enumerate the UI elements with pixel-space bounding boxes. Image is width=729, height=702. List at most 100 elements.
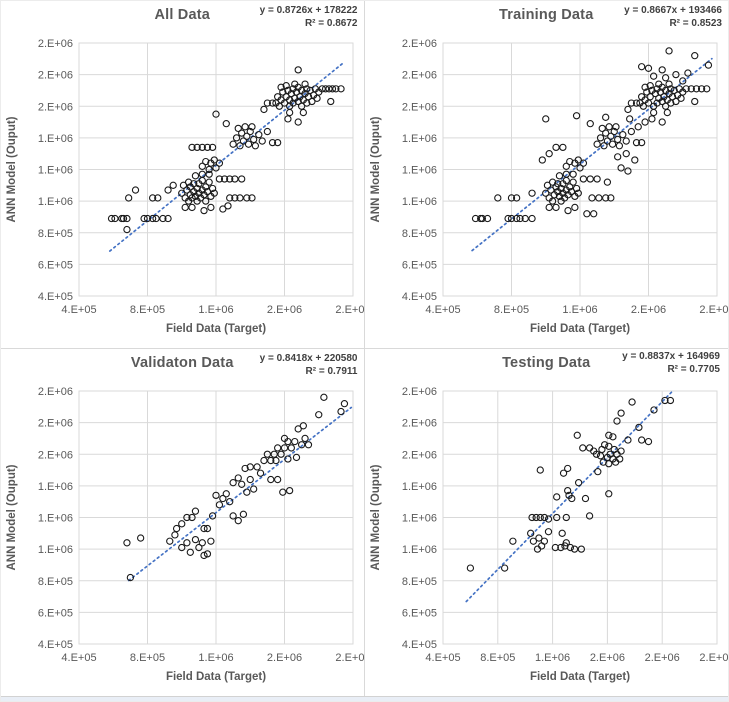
data-point [551,543,559,552]
chart-panel-all-data[interactable]: 4.E+05 8.E+05 1.E+06 2.E+06 2.E+06 2.E+06 2.E+… [1,1,365,349]
data-point [222,119,230,128]
x-tick-label: 1.E+06 [198,652,233,664]
data-point [637,436,645,444]
data-point [604,442,612,450]
data-point [143,214,152,223]
data-point [275,102,284,110]
data-point [572,112,580,120]
data-point [551,203,560,212]
data-point [287,444,295,452]
data-point [529,537,537,545]
data-point [198,539,206,547]
data-point [166,537,174,545]
data-point [236,194,244,202]
data-point [611,123,620,131]
data-point [178,189,186,197]
plot-border [78,390,354,645]
data-point [683,69,692,77]
data-point [207,537,215,545]
data-point [596,452,604,460]
data-point [258,137,266,145]
data-point [592,140,601,148]
data-point [294,97,302,106]
data-point [299,108,307,117]
data-point [277,83,285,91]
data-point [195,543,203,552]
data-point [184,178,193,186]
data-point [208,512,217,520]
data-point [587,194,596,202]
data-point [579,175,587,183]
plot-border [442,390,717,645]
data-point [644,64,652,72]
data-point [570,203,579,212]
chart-title: All Data [154,7,211,23]
data-point [226,498,234,506]
data-point [212,164,220,172]
data-point [244,140,253,148]
data-point [634,423,643,432]
data-point [250,485,258,493]
data-point [198,170,206,178]
data-point [644,437,652,446]
y-tick-label: 4.E+05 [401,291,436,303]
trendline [470,57,713,252]
data-point [687,85,695,93]
data-point [238,175,246,183]
chart-panel-training-data[interactable]: 4.E+05 8.E+05 1.E+06 2.E+06 2.E+06 2.E+06 2.E+… [364,1,729,349]
x-tick-label: 2.E+06 [699,652,729,664]
data-point [241,464,249,473]
data-point [212,491,220,500]
data-point [562,170,570,178]
data-point [507,194,515,202]
data-point [471,214,479,223]
data-point [260,456,268,465]
data-point [222,490,230,498]
x-tick-label: 4.E+05 [425,304,460,316]
data-point [563,464,571,473]
data-point [604,431,612,439]
data-point [183,513,191,522]
data-point [215,159,224,167]
data-point [184,197,193,205]
data-point [315,411,323,419]
chart-panel-testing-data[interactable]: 4.E+05 8.E+05 1.E+06 2.E+06 2.E+06 2.E+06 2.E+… [364,349,729,697]
data-point [466,564,474,572]
chart-panel-validation-data[interactable]: 4.E+05 8.E+05 1.E+06 2.E+06 2.E+06 2.E+06 2.E+… [1,349,365,697]
data-point [577,545,585,553]
data-point [171,531,179,539]
data-point [246,463,254,471]
data-point [568,178,577,186]
data-point [570,545,578,553]
data-point [661,102,669,110]
data-point [582,210,590,218]
data-point [277,450,285,458]
trendline-equation: y = 0.8667x + 193466 R² = 0.8523 [624,4,722,30]
data-point [660,396,669,405]
data-point [670,86,678,95]
data-point [193,197,201,205]
data-point [253,463,261,471]
data-point [123,214,131,223]
y-tick-label: 1.E+06 [38,481,73,493]
data-point [534,534,543,542]
y-tick-label: 6.E+05 [38,259,73,271]
data-point [289,99,297,107]
data-point [639,102,647,110]
data-point [273,475,282,484]
data-point [646,82,654,90]
data-point [627,127,635,136]
data-point [507,214,515,223]
data-point [179,181,188,189]
data-point [220,175,229,183]
data-point [546,186,555,194]
y-tick-label: 2.E+06 [38,418,73,430]
data-point [627,99,635,107]
data-point [526,529,534,537]
data-point [303,99,311,107]
x-tick-label: 8.E+05 [130,652,165,664]
data-point [164,214,172,223]
x-tick-label: 1.E+06 [562,304,597,316]
data-point [632,138,640,147]
